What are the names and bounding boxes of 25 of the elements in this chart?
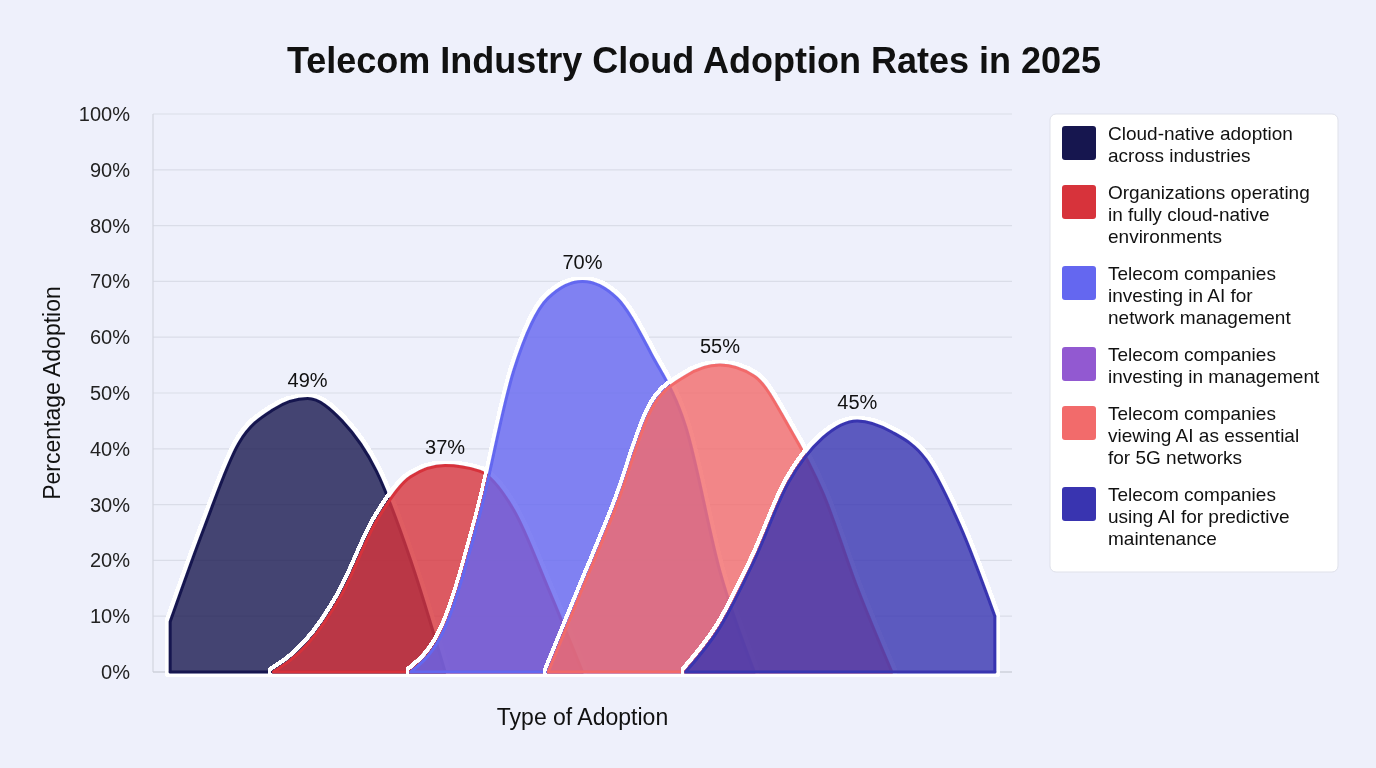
legend-label: Telecom companies investing in management (1108, 344, 1320, 387)
legend-label: Cloud-native adoption across industries (1108, 123, 1293, 166)
y-tick-label: 80% (89, 214, 131, 237)
y-axis-title: Percentage Adoption (39, 286, 65, 500)
y-tick-label: 50% (89, 382, 131, 404)
data-label: 37% (425, 435, 466, 458)
x-axis-title: Type of Adoption (496, 704, 669, 730)
legend-label: Telecom companies viewing AI as essential for 5G networks (1108, 403, 1300, 468)
y-tick-label: 90% (89, 158, 131, 181)
legend-label: Organizations operating in fully cloud-native environments (1108, 182, 1310, 247)
y-tick-label: 0% (101, 661, 131, 683)
data-label: 55% (699, 335, 741, 358)
y-tick-label: 60% (89, 326, 131, 349)
y-tick-label: 10% (89, 605, 131, 628)
data-label: 45% (837, 390, 878, 413)
y-tick-label: 30% (89, 493, 131, 516)
data-label: 70% (562, 251, 603, 274)
y-tick-label: 20% (89, 549, 131, 572)
y-tick-label: 40% (89, 437, 131, 460)
legend-label: Telecom companies investing in AI for network management (1108, 263, 1292, 328)
chart-title: Telecom Industry Cloud Adoption Rates in 2025 (286, 40, 1102, 81)
data-label: 49% (287, 368, 328, 391)
y-tick-label: 70% (89, 270, 131, 293)
y-tick-label: 100% (78, 103, 131, 125)
legend-label: Telecom companies using AI for predictive maintenance (1108, 484, 1290, 549)
